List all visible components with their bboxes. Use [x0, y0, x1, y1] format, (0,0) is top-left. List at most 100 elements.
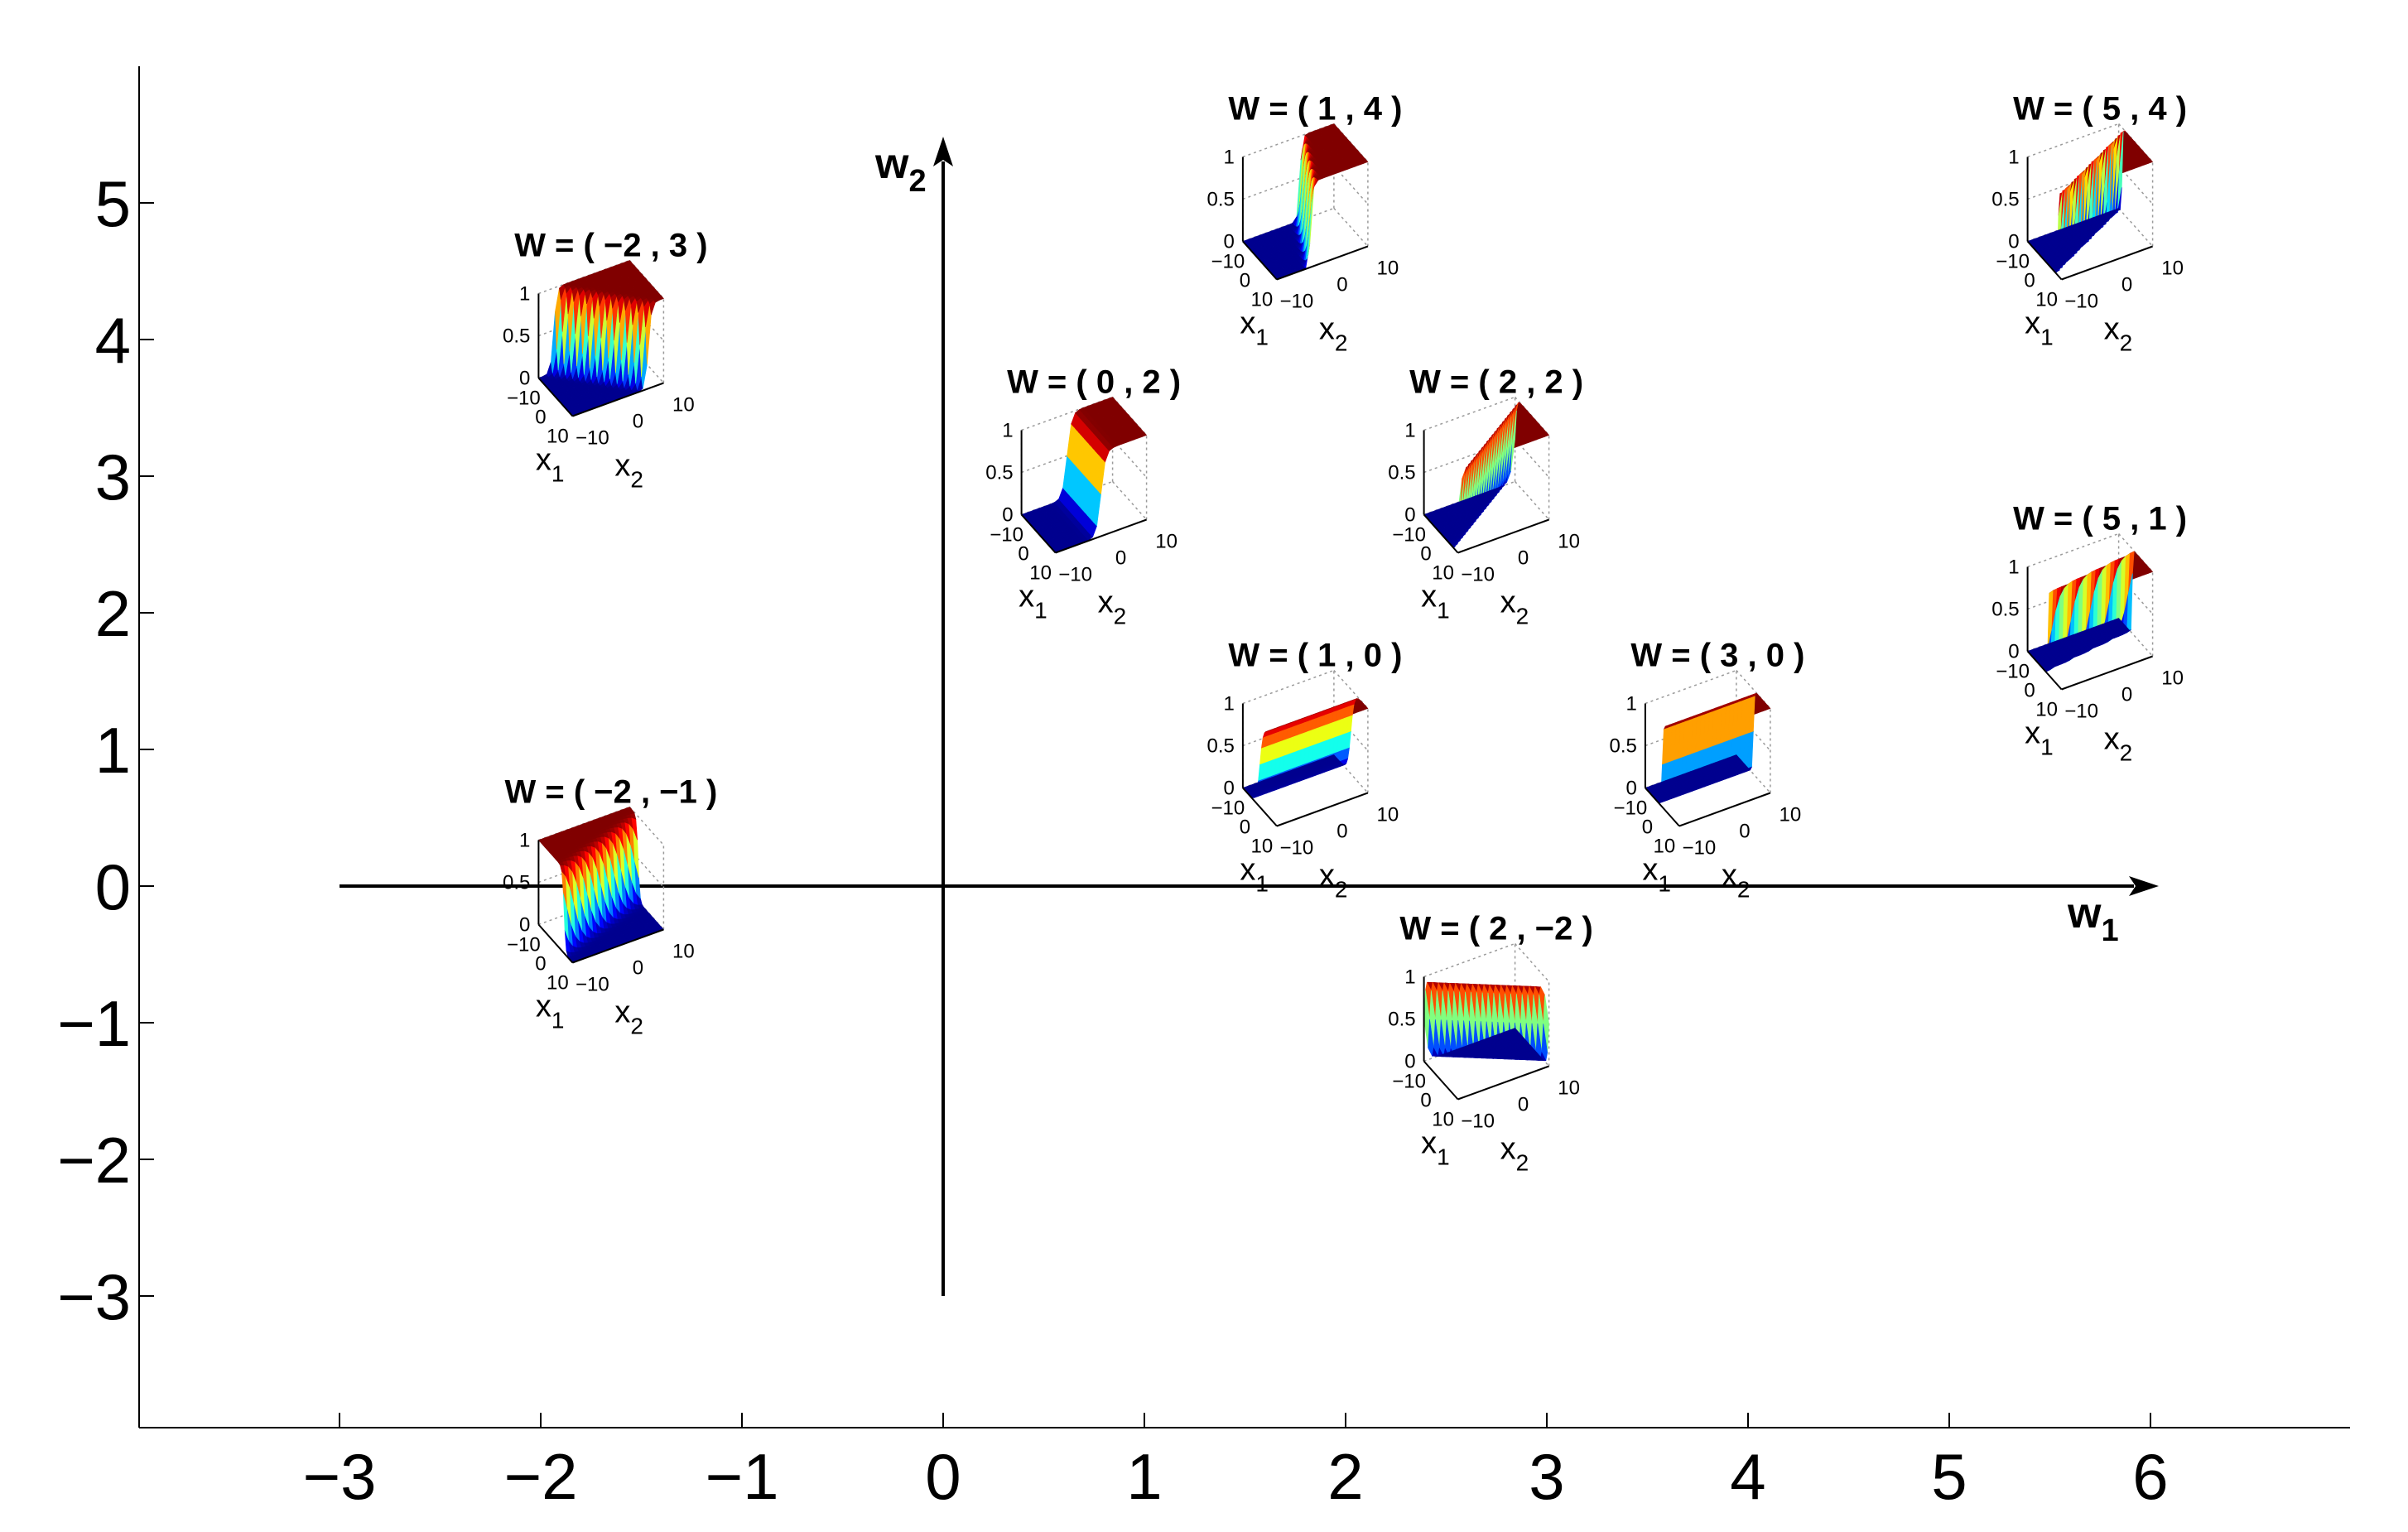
inset-x1-axis: [537, 377, 574, 417]
inset-x2-tick: −10: [576, 974, 609, 996]
inset-x1-label: x1: [1240, 853, 1269, 897]
inset-x1-tick: 10: [547, 972, 569, 995]
inset-x2-tick: −10: [1683, 837, 1717, 860]
inset-x1-axis: [1423, 513, 1459, 554]
inset-x1-label-main: x: [2025, 716, 2040, 751]
inset-x1-tick: 10: [2035, 699, 2058, 721]
inset-x1-axis: [537, 923, 574, 964]
inset-x2-tick: 0: [1336, 821, 1347, 843]
inset-x1-label-sub: 1: [1034, 598, 1047, 624]
inset-z-tick: 0: [519, 914, 530, 937]
inset-x2-label: x2: [2104, 722, 2133, 766]
inset-x2-axis: [1457, 518, 1549, 554]
inset-z-tick: 0.5: [1991, 189, 2019, 211]
inset-x2-label-main: x: [2104, 312, 2120, 347]
inset-x2-tick: 10: [672, 394, 695, 417]
inset-x2-tick: −10: [1280, 837, 1314, 860]
inset-grid-line: [1112, 481, 1148, 520]
inset-z-tick: 0: [1404, 504, 1415, 527]
y-tick-label: 2: [95, 577, 131, 650]
inset-grid-line: [1112, 439, 1148, 478]
inset-grid-line: [2118, 576, 2154, 614]
inset-grid-line: [2118, 208, 2154, 247]
inset-grid-line: [2027, 532, 2119, 568]
inset-x2-axis: [1276, 245, 1369, 281]
inset-x2-tick: −10: [1461, 564, 1495, 586]
inset-x1-tick: 0: [1420, 543, 1431, 566]
inset-x2-tick: 10: [672, 941, 695, 963]
inset-x1-tick: −10: [1211, 797, 1245, 820]
inset-grid-line: [1736, 754, 1771, 793]
inset-z-tick: 0.5: [1991, 599, 2019, 621]
inset-x2-label-main: x: [1319, 312, 1335, 347]
inset-x2-label: x2: [1500, 585, 1529, 629]
inset-x1-tick: −10: [1211, 251, 1245, 273]
inset-title: W = ( 1 , 0 ): [1228, 638, 1402, 674]
inset-x1-label-sub: 1: [2040, 735, 2054, 760]
inset-x2-label-sub: 2: [1737, 877, 1751, 903]
w2-label-main: w: [874, 140, 909, 188]
inset-x2-tick: 0: [1336, 274, 1347, 296]
x-tick-label: 4: [1730, 1440, 1765, 1513]
inset-x2-label-sub: 2: [1335, 877, 1348, 903]
inset-x2-label-main: x: [614, 449, 630, 484]
inset-grid-line: [628, 849, 664, 888]
inset-grid-line: [1423, 396, 1515, 431]
surface-patch: [2114, 208, 2121, 212]
y-tick-label: −2: [57, 1124, 131, 1197]
inset-x1-label: x1: [2025, 306, 2054, 350]
inset-x1-tick: −10: [1996, 661, 2030, 683]
inset-z-tick: 0.5: [503, 325, 530, 348]
inset-x1-tick: 0: [1642, 817, 1653, 839]
inset-x2-label-sub: 2: [630, 1014, 643, 1039]
inset-x2-axis: [572, 382, 664, 417]
inset-x2-tick: 10: [2161, 667, 2184, 690]
inset-z-tick: 0: [2008, 641, 2019, 663]
inset-x1-tick: −10: [1614, 797, 1648, 820]
inset-x2-label-sub: 2: [1516, 604, 1529, 629]
inset-grid-line: [1423, 942, 1515, 978]
inset-x1-label-sub: 1: [2040, 325, 2054, 350]
inset-x2-label-sub: 2: [2120, 740, 2133, 766]
w2-label-sub: 2: [908, 164, 926, 199]
inset-x1-label-main: x: [536, 443, 551, 478]
inset-z-tick: 0.5: [503, 872, 530, 894]
inset-x2-label-main: x: [1722, 859, 1737, 894]
inset-x1-label: x1: [536, 990, 565, 1033]
inset-x2-tick: 0: [1739, 821, 1750, 843]
w1-label: w1: [2067, 889, 2119, 948]
inset-x2-tick: −10: [2064, 701, 2098, 723]
inset-title: W = ( 5 , 1 ): [2013, 501, 2187, 537]
inset-x1-axis: [1645, 787, 1680, 827]
inset-x1-tick: −10: [1392, 524, 1426, 547]
inset-x1-axis: [1020, 513, 1057, 554]
inset-z-tick: 0.5: [1388, 462, 1415, 484]
surface-patch: [1731, 754, 1739, 759]
x-tick-label: 5: [1931, 1440, 1967, 1513]
inset-x1-label-main: x: [1019, 580, 1034, 614]
inset-grid-line: [1333, 208, 1369, 247]
inset-z-tick: 1: [1002, 420, 1013, 442]
inset-x2-axis: [572, 928, 664, 964]
inset-x1-tick: 10: [2035, 289, 2058, 311]
w1-arrowhead: [2129, 876, 2159, 896]
x-tick-label: 2: [1327, 1440, 1363, 1513]
inset-x1-tick: −10: [507, 934, 541, 956]
inset-title: W = ( 2 , −2 ): [1399, 911, 1592, 947]
inset-x1-label-sub: 1: [551, 1008, 565, 1033]
inset-x1-label: x1: [2025, 716, 2054, 760]
inset-x1-label-main: x: [1240, 306, 1255, 341]
inset-z-tick: 1: [2008, 556, 2019, 579]
inset-title: W = ( 3 , 0 ): [1630, 638, 1804, 674]
inset-x1-tick: 10: [1029, 562, 1052, 585]
inset-x1-tick: 10: [1251, 836, 1274, 858]
inset-grid-line: [1242, 123, 1335, 158]
x-tick-label: −2: [504, 1440, 578, 1513]
inset-grid-line: [1515, 439, 1550, 478]
inset-x1-label-sub: 1: [551, 461, 565, 487]
inset-x1-label: x1: [1421, 580, 1450, 624]
inset-x1-label-sub: 1: [1255, 325, 1269, 350]
